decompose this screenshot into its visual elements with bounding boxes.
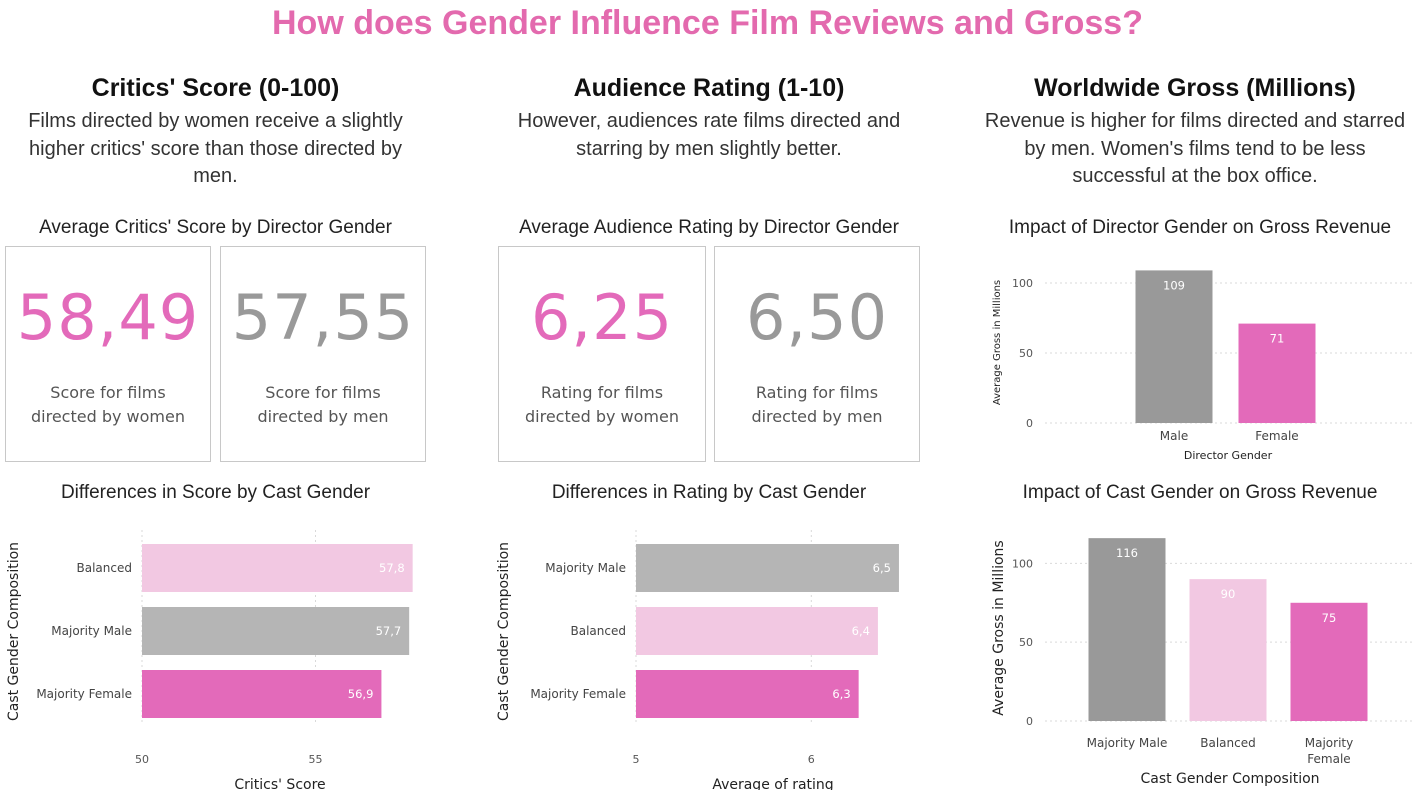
gross-description-line: Revenue is higher for films directed and… [984, 110, 1406, 132]
bar [1290, 602, 1368, 721]
kpi-value: 57,55 [231, 281, 415, 354]
x-tick-label: Majority [1305, 736, 1353, 750]
critics-cards-title: Average Critics' Score by Director Gende… [39, 217, 392, 238]
audience-description-line: However, audiences rate films directed a… [517, 110, 901, 132]
kpi-label-line: directed by women [525, 407, 679, 426]
critics-description-line: men. [193, 165, 238, 187]
chart-title: Differences in Score by Cast Gender [60, 482, 371, 503]
kpi-label-line: Score for films [265, 383, 381, 402]
bar [142, 670, 382, 718]
data-label: 6,5 [873, 561, 891, 575]
bar [636, 670, 859, 718]
audience-description-line: starring by men slightly better. [576, 137, 842, 160]
gross-description-line: successful at the box office. [1072, 165, 1318, 187]
x-tick-label: Male [1160, 429, 1188, 443]
x-tick-label: Balanced [1200, 736, 1255, 750]
y-axis-title: Average Gross in Millions [992, 280, 1003, 405]
kpi-label-line: directed by women [31, 407, 185, 426]
gross-description: Revenue is higher for films directed and… [975, 108, 1415, 191]
director-gross-chart: 0 50 100 109 Male 71 Female Director Gender Aver… [992, 270, 1415, 462]
y-tick-label: 0 [1026, 715, 1033, 728]
x-tick-label: 5 [633, 753, 640, 766]
cast-rating-chart: 5 6 6,5 Majority Male 6,4 Balanced 6,3 Majority… [496, 530, 899, 790]
x-tick-label: 55 [308, 753, 322, 766]
data-label: 90 [1221, 587, 1236, 601]
bar [1088, 538, 1166, 721]
kpi-card-rating-women: 6,25 Rating for films directed by women [498, 246, 706, 462]
chart-title: Differences in Rating by Cast Gender [551, 482, 867, 503]
gross-heading: Worldwide Gross (Millions) [1034, 74, 1356, 102]
data-label: 116 [1116, 546, 1138, 560]
x-tick-label: 50 [135, 753, 149, 766]
kpi-label-line: directed by men [751, 407, 883, 426]
data-label: 57,8 [379, 561, 405, 575]
y-tick-label: 100 [1012, 277, 1033, 290]
kpi-label-line: Rating for films [755, 383, 879, 402]
x-tick-label: Female [1307, 752, 1350, 766]
y-tick-label: Majority Male [545, 561, 626, 575]
critics-description-line: Films directed by women receive a slight… [28, 110, 403, 132]
y-tick-label: Balanced [77, 561, 132, 575]
y-tick-label: Majority Female [36, 687, 132, 701]
kpi-value: 6,50 [745, 281, 889, 354]
bar [142, 607, 410, 655]
bar [1135, 270, 1213, 423]
dashboard-title: How does Gender Influence Film Reviews a… [272, 4, 1143, 42]
critics-description-line: higher critics' score than those directe… [29, 137, 402, 160]
critics-heading: Critics' Score (0-100) [91, 74, 340, 102]
data-label: 6,3 [832, 687, 850, 701]
data-label: 56,9 [348, 687, 374, 701]
y-tick-label: 0 [1026, 417, 1033, 430]
kpi-card-critics-women: 58,49 Score for films directed by women [5, 246, 211, 462]
x-tick-label: Majority Male [1087, 736, 1168, 750]
data-label: 109 [1163, 278, 1185, 292]
x-tick-label: 6 [808, 753, 815, 766]
bar [636, 544, 899, 592]
y-tick-label: 50 [1019, 636, 1033, 649]
kpi-value: 58,49 [16, 281, 200, 354]
kpi-label-line: directed by men [257, 407, 389, 426]
kpi-label: Rating for films directed by women [499, 381, 705, 429]
audience-description: However, audiences rate films directed a… [498, 108, 920, 163]
critics-description: Films directed by women receive a slight… [5, 108, 426, 191]
kpi-label-line: Score for films [50, 383, 166, 402]
data-label: 75 [1322, 611, 1337, 625]
kpi-label: Score for films directed by women [6, 381, 210, 429]
x-axis-title: Cast Gender Composition [1140, 771, 1319, 787]
x-axis-title: Director Gender [1184, 449, 1273, 462]
x-axis-title: Critics' Score [234, 777, 325, 790]
y-tick-label: Majority Male [51, 624, 132, 638]
bar [636, 607, 878, 655]
audience-cards-title: Average Audience Rating by Director Gend… [519, 217, 899, 238]
y-tick-label: 50 [1019, 347, 1033, 360]
chart-title: Impact of Cast Gender on Gross Revenue [1022, 482, 1378, 503]
chart-title: Impact of Director Gender on Gross Reven… [1008, 217, 1392, 238]
kpi-label: Rating for films directed by men [715, 381, 919, 429]
y-tick-label: Balanced [571, 624, 626, 638]
audience-heading: Audience Rating (1-10) [573, 74, 845, 102]
x-axis-title: Average of rating [712, 777, 833, 790]
cast-gross-chart: 0 50 100 116 Majority Male 90 Balanced 75 Majori… [991, 538, 1415, 787]
x-tick-label: Female [1255, 429, 1298, 443]
y-tick-label: Majority Female [530, 687, 626, 701]
bar [1238, 323, 1316, 423]
bar [1189, 579, 1267, 721]
cast-score-chart: 50 55 57,8 Balanced 57,7 Majority Male 56,9 Maj… [6, 530, 413, 790]
y-axis-title: Cast Gender Composition [6, 542, 22, 721]
bar [142, 544, 413, 592]
kpi-card-rating-men: 6,50 Rating for films directed by men [714, 246, 920, 462]
y-tick-label: 100 [1012, 557, 1033, 570]
kpi-card-critics-men: 57,55 Score for films directed by men [220, 246, 426, 462]
kpi-label: Score for films directed by men [221, 381, 425, 429]
gross-description-line: by men. Women's films tend to be less [1024, 137, 1366, 160]
data-label: 6,4 [852, 624, 870, 638]
kpi-value: 6,25 [530, 281, 674, 354]
y-axis-title: Average Gross in Millions [991, 540, 1007, 715]
y-axis-title: Cast Gender Composition [496, 542, 512, 721]
data-label: 71 [1270, 332, 1285, 346]
data-label: 57,7 [376, 624, 402, 638]
kpi-label-line: Rating for films [540, 383, 664, 402]
